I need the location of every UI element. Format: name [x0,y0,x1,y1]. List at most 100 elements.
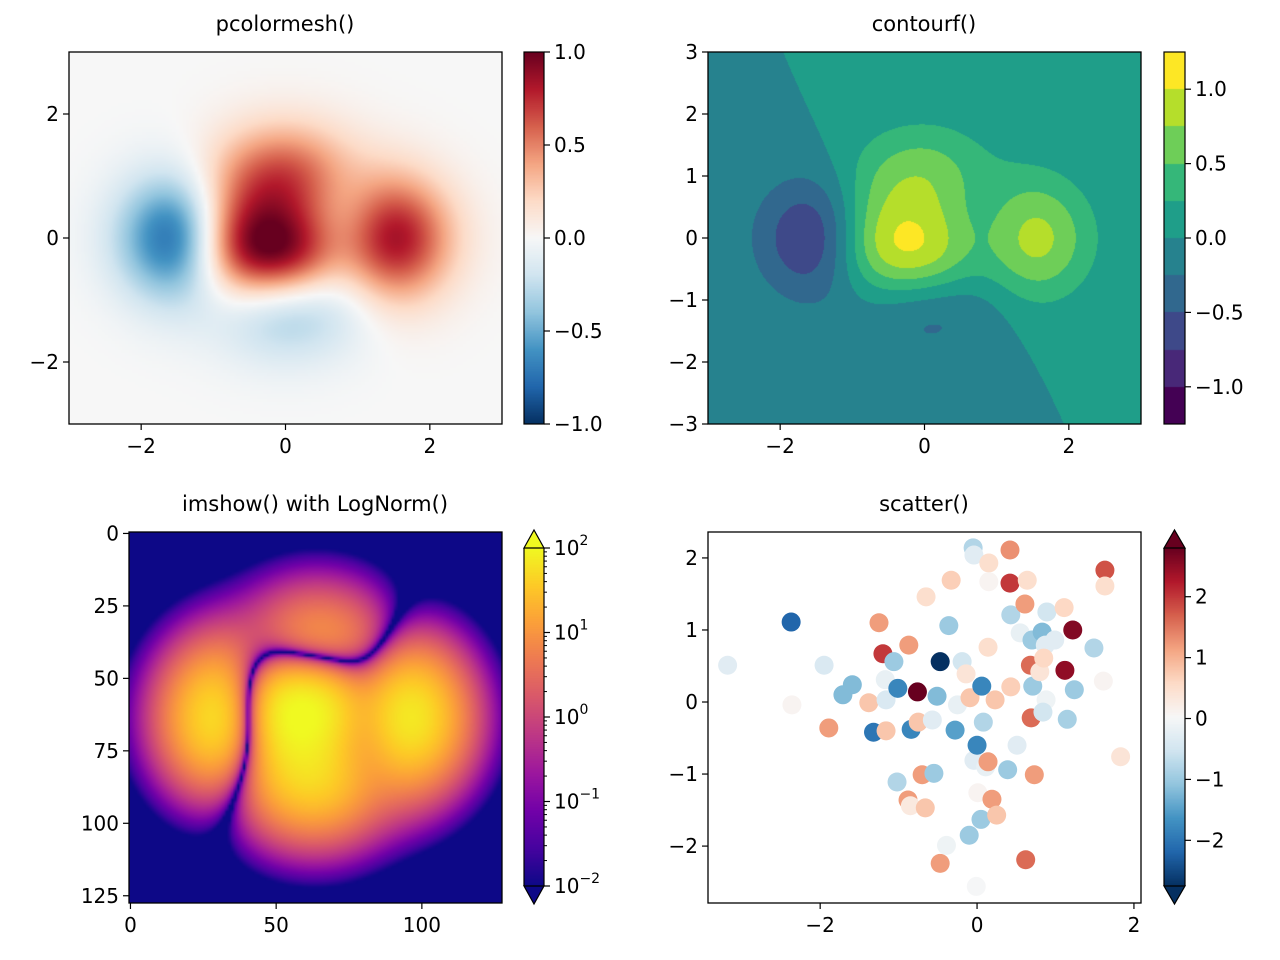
colorbar-tick-base: 10 [554,621,579,645]
colorbar-extend-max-triangle [522,528,546,549]
scatter-point [982,789,1002,809]
colorbar-tick-label: 0.5 [554,133,586,157]
x-tick-label: 0 [124,913,137,937]
colorbar-tick-label: 1.0 [554,40,586,64]
scatter-point [908,712,928,732]
y-tick-label: 50 [94,666,119,690]
x-tick-label: 2 [423,434,436,458]
scatter-point [966,876,986,896]
colorbar-tick-label: 0.5 [1195,152,1227,176]
pcolormesh-axes-frame [68,51,503,425]
scatter-point [1063,620,1083,640]
imshow-lognorm-image [129,532,502,903]
scatter-point [869,613,889,633]
x-tick-label: 2 [1128,913,1141,937]
colorbar-outline [523,51,545,425]
y-tick-label: 2 [685,102,698,126]
scatter-point [842,675,862,695]
scatter-point [978,637,998,657]
y-tick-label: 3 [685,40,698,64]
y-tick-label: 125 [81,884,119,908]
colorbar-tick-exponent: −1 [579,787,600,803]
colorbar-tick-exponent: 1 [579,618,588,634]
colorbar-tick-label: 10−2 [554,871,600,898]
contourf-image [708,52,1141,424]
scatter-point [1034,648,1054,668]
colorbar-tick-exponent: 0 [579,702,588,718]
scatter-point [782,695,802,715]
colorbar-tick-label: 102 [554,533,588,560]
y-tick-label: −1 [669,288,698,312]
colorbar-tick-label: −1.0 [1195,375,1244,399]
colorbar-tick-label: 1.0 [1195,77,1227,101]
colorbar-tick-label: −0.5 [1195,300,1244,324]
scatter-point [936,835,956,855]
scatter-point [978,752,998,772]
x-tick-label: 50 [263,913,288,937]
scatter-point [927,686,947,706]
imshow-axes-frame [128,531,503,904]
colorbar-extend-min-triangle [1162,885,1187,906]
scatter-point [1095,560,1115,580]
scatter-point [819,718,839,738]
y-tick-label: 25 [94,594,119,618]
scatter-point [884,652,904,672]
y-tick-label: 1 [685,618,698,642]
scatter-point [971,809,991,829]
colorbar-tick-label: 100 [554,702,588,729]
x-tick-label: −2 [765,434,794,458]
scatter-point [1111,747,1131,767]
imshow-colorbar [524,548,544,886]
scatter-point [907,682,927,702]
scatter-point [960,688,980,708]
scatter-point [979,553,999,573]
y-tick-label: 1 [685,164,698,188]
scatter-point [968,783,988,803]
colorbar-tick-base: 10 [554,536,579,560]
colorbar-tick-label: 2 [1195,585,1208,609]
scatter-point [998,760,1018,780]
pcolormesh-image [69,52,502,424]
scatter-point [814,655,834,675]
scatter-point [922,710,942,730]
scatter-axes-frame [707,531,1142,904]
scatter-point [900,796,920,816]
scatter-point [945,720,965,740]
scatter-point [956,664,976,684]
y-tick-label: −3 [669,412,698,436]
scatter-point [1001,677,1021,697]
colorbar-tick-label: 1 [1195,646,1208,670]
scatter-point [941,570,961,590]
scatter-point [973,712,993,732]
x-tick-label: 0 [971,913,984,937]
colorbar-tick-base: 10 [554,705,579,729]
scatter-point [1054,598,1074,618]
scatter-point [781,612,801,632]
scatter-point [1023,676,1043,696]
scatter-points [718,538,1131,896]
scatter-point [916,587,936,607]
contourf-axes-frame [707,51,1142,425]
colorbar-outline [1163,51,1186,425]
colorbar-tick-label: −1.0 [554,412,603,436]
colorbar-tick-label: 0.0 [554,226,586,250]
x-tick-label: 0 [918,434,931,458]
scatter-point [887,772,907,792]
scatter-point [1037,602,1057,622]
title-pcolormesh: pcolormesh() [216,12,355,36]
scatter-point [987,805,1007,825]
scatter-point [1000,540,1020,560]
scatter-point [876,721,896,741]
scatter-point [1055,660,1075,680]
y-tick-label: 100 [81,811,119,835]
scatter-point [1084,638,1104,658]
colorbar-tick-label: 0.0 [1195,226,1227,250]
scatter-point [985,690,1005,710]
colorbar-tick-label: 101 [554,618,588,645]
colorbar-extend-min-triangle [522,885,546,906]
scatter-colorbar [1164,548,1185,886]
scatter-point [1095,576,1115,596]
colorbar-tick-label: 0 [1195,707,1208,731]
